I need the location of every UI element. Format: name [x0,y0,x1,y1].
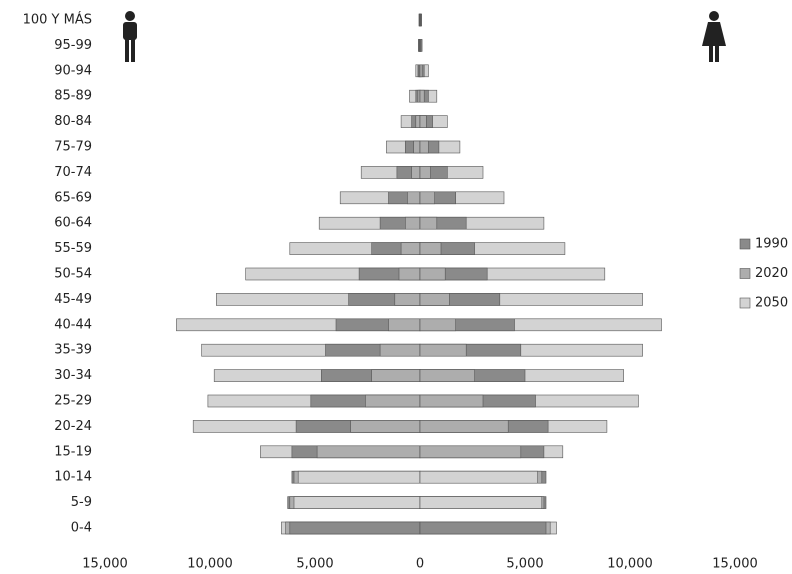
bar [419,445,522,459]
y-tick-label: 10-14 [54,470,92,485]
y-tick-label: 25-29 [54,394,92,409]
bar [419,216,438,230]
y-tick-label: 95-99 [54,38,92,53]
x-tick-label: 10,000 [607,557,653,572]
y-tick-label: 65-69 [54,190,92,205]
y-tick-label: 80-84 [54,114,92,129]
bar [398,267,421,281]
bar [316,445,421,459]
y-tick-label: 100 Y MÁS [23,12,92,28]
bar [365,394,421,408]
bar [419,140,429,154]
bar [379,343,421,357]
bar [419,267,446,281]
legend-swatch [739,297,751,309]
female-icon [702,11,726,62]
bar [419,293,450,306]
bar [419,420,509,433]
y-tick-label: 40-44 [54,317,92,332]
bar [394,293,421,306]
x-tick-label: 5,000 [296,557,333,572]
bar [419,343,467,357]
x-tick-label: 15,000 [712,557,758,572]
bar [411,166,421,179]
y-tick-label: 85-89 [54,89,92,104]
y-tick-label: 55-59 [54,241,92,256]
bar [419,115,427,128]
legend-label: 2050 [755,296,788,311]
y-tick-label: 60-64 [54,216,92,231]
y-tick-label: 45-49 [54,292,92,307]
bar [297,470,421,484]
bar [419,470,538,484]
bar [419,89,425,103]
bar [419,242,442,255]
bar [419,521,547,535]
y-tick-label: 75-79 [54,140,92,155]
bar [400,242,421,255]
legend-label: 2020 [755,266,788,281]
y-tick-label: 0-4 [71,521,92,536]
bar [293,496,421,509]
bar [371,369,421,382]
y-tick-label: 90-94 [54,63,92,78]
x-tick-label: 15,000 [82,557,128,572]
bar [419,191,435,205]
y-tick-label: 30-34 [54,368,92,383]
y-tick-label: 70-74 [54,165,92,180]
y-tick-label: 50-54 [54,267,92,282]
bar [417,89,421,103]
bar [419,394,484,408]
bar [388,318,421,332]
bar [419,166,431,179]
y-tick-label: 5-9 [71,495,92,510]
bar [415,115,421,128]
bar [419,39,421,52]
bar [350,420,421,433]
bar [419,64,423,78]
bar [407,191,421,205]
legend-swatch [739,238,751,250]
male-icon [123,11,137,62]
bar [413,140,421,154]
legend-swatch [739,268,751,279]
x-tick-label: 10,000 [187,557,233,572]
bar [419,369,475,382]
y-tick-label: 20-24 [54,419,92,434]
x-tick-label: 0 [416,557,424,572]
bar [419,318,457,332]
legend-label: 1990 [755,237,788,252]
x-tick-label: 5,000 [506,557,543,572]
bar [289,521,421,535]
bar [419,496,543,509]
y-tick-label: 35-39 [54,343,92,358]
bar [404,216,421,230]
y-tick-label: 15-19 [54,444,92,459]
